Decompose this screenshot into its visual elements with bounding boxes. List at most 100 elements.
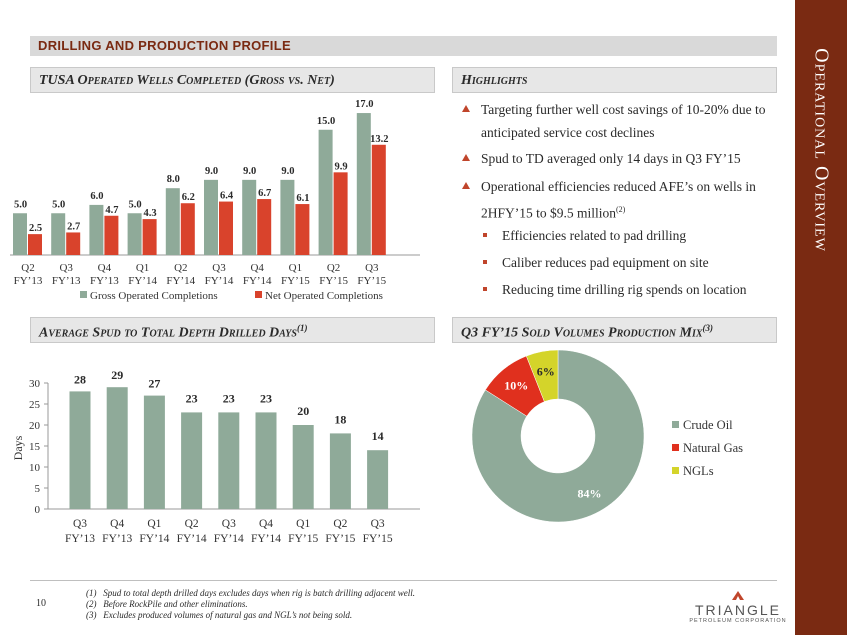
- days-value-label: 20: [297, 404, 309, 418]
- gross-bar: [204, 179, 218, 255]
- legend-swatch-net: [255, 291, 262, 298]
- net-value-label: 6.4: [220, 191, 234, 202]
- x-tick-label: Q3: [73, 518, 87, 530]
- sidebar: Operational Overview: [795, 0, 847, 635]
- net-value-label: 6.7: [258, 188, 271, 199]
- legend-label-gross: Gross Operated Completions: [90, 290, 218, 302]
- donut-slice: [526, 349, 559, 402]
- bullet-square-icon: [483, 260, 487, 264]
- footnote: (3) Excludes produced volumes of natural…: [86, 610, 353, 620]
- y-tick-label: 20: [29, 420, 41, 432]
- wells-panel-header: TUSA Operated Wells Completed (Gross vs.…: [30, 67, 435, 93]
- gross-bar: [165, 188, 180, 255]
- days-bar: [255, 412, 277, 509]
- x-tick-label: FY’15: [357, 275, 386, 287]
- section-title: DRILLING AND PRODUCTION PROFILE: [38, 38, 291, 53]
- bullet-square-icon: [483, 233, 487, 237]
- gross-value-label: 8.0: [167, 174, 180, 185]
- gross-bar: [280, 179, 295, 255]
- mix-chart: 84% 10% 6% Crude Oil Natural Gas NGLs: [471, 349, 743, 523]
- net-value-label: 4.3: [144, 208, 157, 219]
- x-tick-label: FY’15: [288, 533, 318, 545]
- logo-name: TRIANGLE: [694, 602, 781, 618]
- gross-value-label: 17.0: [355, 99, 373, 110]
- footnote: (1) Spud to total depth drilled days exc…: [86, 588, 415, 598]
- x-tick-label: Q1: [136, 262, 149, 274]
- x-tick-label: FY’15: [319, 275, 348, 287]
- gross-value-label: 9.0: [205, 166, 218, 177]
- donut-slice: [471, 349, 645, 523]
- x-tick-label: Q4: [98, 262, 112, 274]
- net-value-label: 2.7: [67, 221, 80, 232]
- legend-swatch: [672, 467, 679, 474]
- x-tick-label: Q2: [333, 518, 347, 530]
- days-bar: [69, 391, 91, 509]
- highlights-title: Highlights: [461, 73, 528, 88]
- gross-value-label: 5.0: [52, 199, 65, 210]
- gross-value-label: 5.0: [14, 199, 27, 210]
- x-tick-label: FY’13: [14, 275, 43, 287]
- days-value-label: 28: [74, 372, 86, 386]
- x-tick-label: Q3: [59, 262, 73, 274]
- x-tick-label: FY’14: [243, 275, 272, 287]
- net-bar: [371, 144, 386, 255]
- net-value-label: 13.2: [370, 134, 388, 145]
- days-bar: [292, 425, 314, 509]
- net-value-label: 9.9: [335, 161, 348, 172]
- gross-bar: [127, 213, 142, 255]
- company-logo: TRIANGLE PETROLEUM CORPORATION: [688, 590, 788, 630]
- x-tick-label: Q4: [259, 518, 273, 530]
- logo-mark-icon: [732, 591, 744, 600]
- x-tick-label: FY’15: [281, 275, 310, 287]
- net-bar: [28, 234, 42, 255]
- legend-label-net: Net Operated Completions: [265, 290, 383, 302]
- x-tick-label: Q4: [110, 518, 124, 530]
- x-tick-label: FY’14: [128, 275, 157, 287]
- x-tick-label: FY’14: [205, 275, 234, 287]
- logo-subtitle: PETROLEUM CORPORATION: [689, 618, 787, 624]
- legend-swatch: [672, 421, 679, 428]
- gross-value-label: 5.0: [129, 199, 142, 210]
- x-tick-label: FY’13: [102, 533, 132, 545]
- highlight-subitem: Efficiencies related to pad drilling: [502, 228, 687, 243]
- x-tick-label: Q3: [212, 262, 226, 274]
- section-header: DRILLING AND PRODUCTION PROFILE: [30, 36, 777, 56]
- gross-bar: [318, 129, 333, 255]
- x-tick-label: FY’15: [325, 533, 355, 545]
- days-bar: [143, 395, 165, 509]
- days-bar: [218, 412, 240, 509]
- wells-panel-title: TUSA Operated Wells Completed (Gross vs.…: [39, 73, 335, 88]
- net-bar: [295, 204, 310, 255]
- x-tick-label: FY’14: [166, 275, 195, 287]
- sidebar-title: Operational Overview: [810, 48, 833, 252]
- days-bar: [329, 433, 351, 509]
- x-tick-label: FY’14: [251, 533, 281, 545]
- gross-value-label: 15.0: [317, 116, 335, 127]
- y-tick-label: 25: [29, 399, 41, 411]
- x-tick-label: FY’13: [52, 275, 81, 287]
- spud-panel-header: Average Spud to Total Depth Drilled Days…: [30, 317, 435, 343]
- days-value-label: 14: [372, 429, 384, 443]
- days-bar: [106, 387, 128, 509]
- x-tick-label: Q2: [327, 262, 340, 274]
- net-value-label: 2.5: [29, 223, 42, 234]
- x-tick-label: FY’14: [139, 533, 169, 545]
- gross-bar: [13, 213, 27, 255]
- footer-divider: [30, 580, 777, 581]
- footnote: (2) Before RockPile and other eliminatio…: [86, 599, 248, 609]
- gross-bar: [89, 204, 104, 255]
- x-tick-label: Q4: [250, 262, 264, 274]
- y-tick-label: 5: [35, 483, 41, 495]
- page-number: 10: [36, 598, 46, 609]
- x-tick-label: FY’13: [90, 275, 119, 287]
- net-bar: [257, 199, 272, 255]
- days-value-label: 23: [223, 391, 235, 405]
- gross-value-label: 9.0: [243, 166, 256, 177]
- net-bar: [104, 215, 119, 255]
- days-bar: [181, 412, 203, 509]
- x-tick-label: Q1: [296, 518, 310, 530]
- days-bar: [367, 450, 389, 509]
- net-value-label: 4.7: [105, 205, 118, 216]
- legend-label: NGLs: [683, 464, 714, 478]
- highlight-item: Spud to TD averaged only 14 days in Q3 F…: [481, 151, 741, 166]
